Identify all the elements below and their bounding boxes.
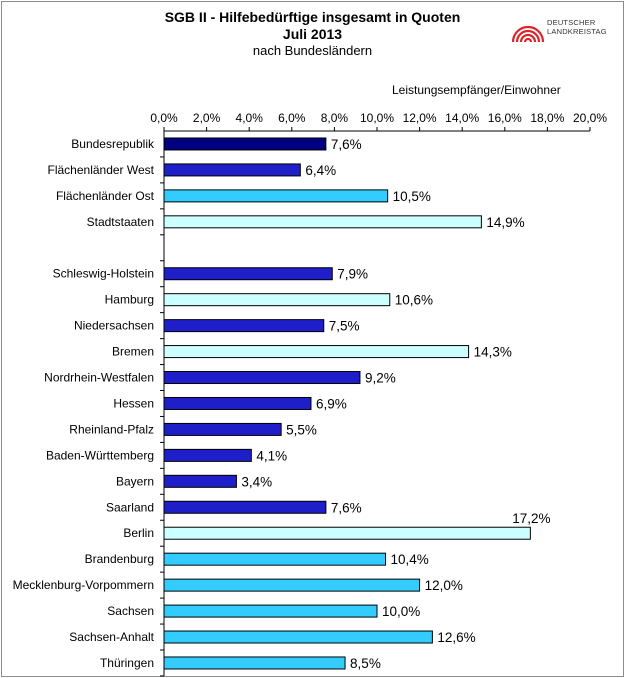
category-label: Rheinland-Pfalz [69,422,154,436]
bar [163,656,346,670]
deutscher-landkreistag-logo: DEUTSCHER LANDKREISTAG [510,10,610,50]
value-label: 7,5% [329,319,360,334]
bar [163,578,421,592]
category-label: Saarland [106,500,154,514]
bar [163,448,252,462]
bar [163,189,389,203]
value-label: 3,4% [241,474,272,489]
category-label: Berlin [123,526,154,540]
value-label: 10,6% [395,293,433,308]
x-tick-label: 6,0% [278,111,306,125]
bar [163,267,333,281]
value-label: 6,9% [316,396,347,411]
bar [163,526,531,540]
arcs-logo-icon [511,25,545,43]
category-labels: Bundesrepublik Flächenländer West Flächenl… [13,137,155,670]
value-label: 7,9% [337,267,368,282]
value-label: 5,5% [286,422,317,437]
bar [163,319,325,333]
category-label: Niedersachsen [74,319,154,333]
bar [163,396,312,410]
x-tick-label: 8,0% [321,111,349,125]
axes [160,130,590,677]
x-tick-label: 2,0% [193,111,221,125]
value-label: 14,3% [474,345,512,360]
category-label: Thüringen [100,656,154,670]
category-label: Baden-Württemberg [46,448,154,462]
x-tick-label: 18,0% [530,111,564,125]
bar [163,345,470,359]
bar [163,371,361,385]
category-label: Brandenburg [85,552,154,566]
category-label: Stadtstaaten [87,215,154,229]
category-label: Nordrhein-Westfalen [44,371,154,385]
category-label: Sachsen [107,604,154,618]
x-tick-label: 14,0% [445,111,479,125]
value-label: 10,4% [391,552,429,567]
category-label: Bremen [112,345,154,359]
category-label: Bayern [116,474,154,488]
bar [163,500,327,514]
value-label: 17,2% [512,511,550,526]
bar [163,215,482,229]
logo-text-line1: DEUTSCHER [547,18,596,27]
category-label: Bundesrepublik [71,137,155,151]
category-label: Flächenländer West [48,163,155,177]
bar [163,293,391,307]
chart-title: SGB II - Hilfebedürftige insgesamt in Qu… [164,9,461,25]
x-tick-label: 16,0% [488,111,522,125]
value-label: 6,4% [305,163,336,178]
bar [163,163,301,177]
chart-subtitle-date: Juli 2013 [282,26,343,42]
category-label: Sachsen-Anhalt [69,630,154,644]
bar [163,474,237,488]
value-label: 12,0% [425,578,463,593]
category-label: Flächenländer Ost [56,189,155,203]
bars [163,137,531,670]
x-tick-label: 0,0% [150,111,178,125]
x-tick-label: 10,0% [360,111,394,125]
bar [163,604,378,618]
x-tick-label: 20,0% [573,111,607,125]
category-label: Hessen [113,396,154,410]
value-label: 12,6% [437,630,475,645]
unit-label: Leistungsempfänger/Einwohner [392,83,561,97]
value-label: 14,9% [486,215,524,230]
value-label: 10,0% [382,604,420,619]
value-label: 7,6% [331,137,362,152]
logo-text-line2: LANDKREISTAG [547,27,607,36]
value-label: 8,5% [350,656,381,671]
value-label: 7,6% [331,500,362,515]
category-label: Mecklenburg-Vorpommern [13,578,154,592]
value-label: 10,5% [393,189,431,204]
category-label: Hamburg [105,293,154,307]
chart-subtitle: nach Bundesländern [252,43,373,58]
bar [163,552,387,566]
value-label: 4,1% [256,448,287,463]
bar [163,422,282,436]
bar [163,630,433,644]
bar [163,137,327,151]
x-tick-label: 4,0% [236,111,264,125]
category-label: Schleswig-Holstein [53,267,154,281]
x-tick-label: 12,0% [403,111,437,125]
x-axis-ticks: 0,0% 2,0% 4,0% 6,0% 8,0% 10,0% 12,0% 14,0% 16,0%… [150,111,607,131]
value-label: 9,2% [365,371,396,386]
value-labels: 7,6% 6,4% 10,5% 14,9% 7,9% 10,6% 7,5% 14,3% 9,2%… [241,137,550,671]
